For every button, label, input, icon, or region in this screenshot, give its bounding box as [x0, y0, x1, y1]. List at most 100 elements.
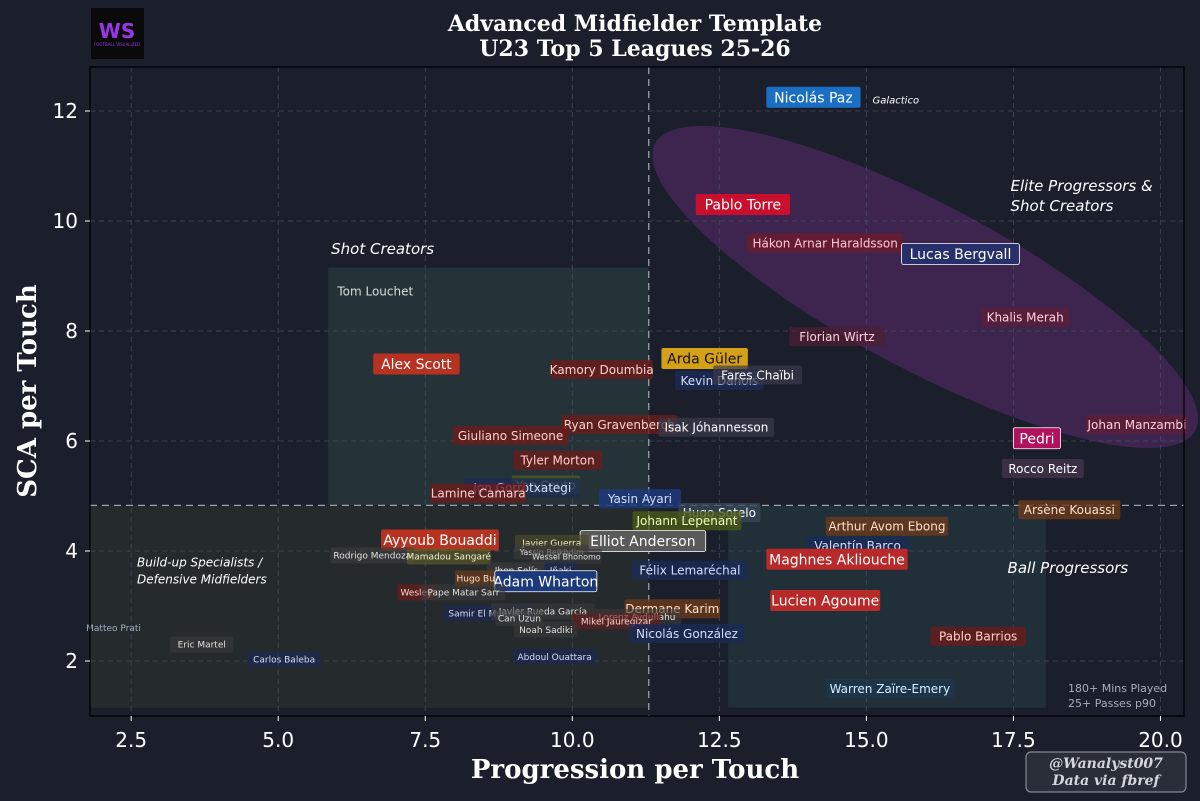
player-label: Mamadou Sangaré: [406, 548, 492, 565]
player-label: Warren Zaïre-Emery: [825, 679, 955, 698]
x-tick-label: 17.5: [991, 728, 1036, 752]
player-label: Isak Jóhannesson: [658, 417, 775, 437]
player-label: Johann Lepenant: [632, 511, 742, 531]
player-label: Wessel Bhonomo: [531, 549, 602, 564]
y-tick-label: 4: [65, 539, 78, 563]
logo-subtext: FOOTBALL VISUALIZED: [94, 42, 140, 47]
player-label: Alex Scott: [373, 353, 460, 375]
player-name: Samir El Mourabet: [448, 609, 532, 619]
x-tick-label: 2.5: [115, 728, 147, 752]
player-label: Kamory Doumbia: [550, 360, 654, 379]
player-label-box: [766, 548, 908, 570]
y-tick-label: 8: [65, 319, 78, 343]
player-name: Carlos Baleba: [253, 656, 315, 666]
y-tick-label: 6: [65, 429, 78, 453]
note-mins: 180+ Mins Played: [1068, 682, 1167, 695]
player-name: Arsène Kouassi: [1024, 503, 1115, 517]
player-label: Fares Chaïbi: [713, 365, 802, 385]
player-label-box: [514, 621, 578, 638]
player-name: Tom Louchet: [336, 285, 413, 299]
player-name: Noah Sadiki: [519, 626, 572, 636]
player-label: Nicolás Paz: [766, 86, 861, 108]
player-label-box: [452, 426, 569, 445]
credit-box: @Wanalyst007 Data via fbref: [1025, 751, 1187, 793]
region-label: Shot Creators: [1010, 197, 1113, 215]
player-label: Lucas Bergvall: [901, 243, 1020, 265]
player-name: Pedri: [1019, 431, 1054, 447]
player-name: Wessel Bhonomo: [532, 552, 601, 561]
player-label-box: [930, 626, 1026, 646]
player-label: Pape Matar Sarr: [421, 584, 506, 601]
x-axis-title: Progression per Touch: [471, 755, 799, 785]
player-label-box: [980, 307, 1070, 327]
player-label: Yasin Ayari: [598, 489, 681, 509]
player-label: Elliot Anderson: [579, 530, 707, 552]
region-label: Ball Progressors: [1008, 559, 1129, 577]
player-name: Rodrigo Mendoza: [333, 552, 411, 562]
y-tick-label: 12: [53, 99, 78, 123]
player-label: Eric Martel: [170, 636, 234, 653]
plot-area: Shot Creators Elite Progressors & Shot Cre…: [86, 66, 1199, 717]
player-name: Mamadou Sangaré: [407, 552, 492, 563]
region-label: Shot Creators: [331, 240, 434, 258]
player-label: Florian Wirtz: [789, 327, 885, 346]
player-name: Galactico: [872, 96, 919, 107]
player-label-box: [512, 648, 597, 665]
chart-subtitle: U23 Top 5 Leagues 25-26: [479, 36, 791, 62]
x-tick-label: 20.0: [1138, 728, 1183, 752]
player-label-box: [247, 651, 321, 668]
player-label-box: [406, 548, 491, 565]
zone-0: [328, 267, 649, 506]
player-label-box: [598, 489, 681, 509]
note-passes: 25+ Passes p90: [1068, 697, 1156, 710]
player-label: Johan Manzambi: [1085, 415, 1188, 434]
chart-title: Advanced Midfielder Template: [447, 11, 822, 37]
credit-source: Data via fbref: [1051, 773, 1162, 789]
player-name: Khalis Merah: [987, 311, 1064, 325]
player-label: Lucien Agoume: [770, 590, 881, 611]
player-label-box: [373, 353, 460, 375]
player-name: Ayyoub Bouaddi: [383, 533, 496, 549]
player-label: Rodrigo Mendoza: [330, 547, 415, 564]
player-label: Abdoul Ouattara: [512, 648, 597, 665]
x-tick-label: 12.5: [697, 728, 742, 752]
player-label: Khalis Merah: [980, 307, 1070, 327]
player-name: Javier Guerra: [521, 539, 581, 549]
player-label-box: [494, 570, 598, 593]
player-name: Pablo Barrios: [939, 630, 1017, 644]
player-name: Arthur Avom Ebong: [828, 520, 945, 534]
player-label-box: [695, 194, 790, 215]
player-label: Maghnes Akliouche: [766, 548, 908, 570]
region-label: Build-up Specialists /: [137, 555, 264, 569]
player-label: Arsène Kouassi: [1018, 500, 1121, 520]
x-tick-label: 15.0: [844, 728, 889, 752]
player-name: Tyler Morton: [519, 454, 594, 468]
player-label: Ryan Gravenberch: [561, 415, 678, 434]
region-label: Elite Progressors &: [1010, 177, 1153, 195]
player-label-box: [629, 624, 745, 643]
player-name: Warren Zaïre-Emery: [830, 682, 951, 696]
player-name: Félix Lemaréchal: [639, 564, 740, 578]
logo-text: WS: [99, 19, 135, 43]
player-label: Adam Wharton: [493, 570, 598, 593]
player-name: Adam Wharton: [493, 574, 598, 590]
player-name: Maghnes Akliouche: [769, 552, 905, 568]
player-label-box: [1018, 500, 1121, 520]
player-name: Yasin Ayari: [607, 492, 672, 506]
player-label: Noah Sadiki: [514, 621, 578, 638]
player-label-box: [770, 590, 881, 611]
player-name: Mikel Jauregizar: [581, 618, 652, 628]
player-label: Ayyoub Bouaddi: [381, 529, 499, 551]
player-name: Arda Güler: [667, 352, 742, 368]
player-label-box: [632, 560, 748, 580]
player-label-box: [330, 547, 415, 564]
region-label: Defensive Midfielders: [137, 572, 267, 586]
player-name: Pape Matar Sarr: [427, 588, 499, 598]
player-label-box: [561, 415, 678, 434]
x-tick-label: 10.0: [550, 728, 595, 752]
player-label: Nicolás González: [629, 624, 745, 643]
player-name: Kamory Doumbia: [550, 363, 654, 377]
player-label: Pablo Torre: [695, 194, 790, 215]
player-label-box: [658, 417, 775, 437]
player-name: Pablo Torre: [705, 198, 782, 214]
